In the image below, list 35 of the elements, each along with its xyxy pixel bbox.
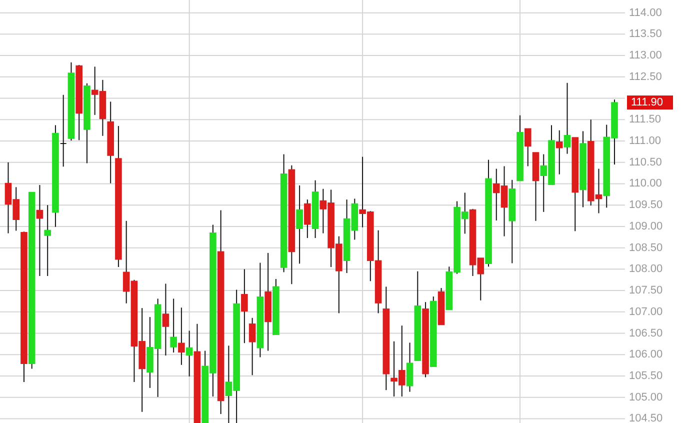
candlestick [36, 184, 44, 277]
y-tick-label: 113.00 [629, 50, 662, 62]
y-tick-label: 112.50 [629, 70, 662, 83]
candlestick [241, 268, 248, 344]
y-tick-label: 105.50 [629, 370, 663, 382]
y-tick-label: 108.00 [629, 263, 663, 276]
y-tick-label: 109.00 [629, 220, 663, 232]
y-tick-label: 105.00 [629, 391, 663, 404]
candlestick [406, 342, 414, 392]
y-tick-label: 106.00 [629, 348, 663, 361]
y-tick-label: 107.50 [629, 284, 663, 297]
y-tick-label: 113.50 [629, 28, 662, 40]
y-tick-label: 111.00 [629, 135, 662, 147]
y-tick-label: 111.50 [629, 114, 662, 126]
candlestick [186, 330, 193, 377]
y-tick-label: 110.50 [629, 156, 662, 168]
candlestick [248, 317, 256, 376]
y-tick-label: 107.00 [629, 306, 663, 318]
candlestick [178, 307, 185, 366]
candlestick [60, 94, 67, 168]
candlestick [524, 128, 532, 167]
candlestick [564, 82, 571, 154]
y-tick-label: 104.50 [629, 412, 663, 423]
candlestick [556, 130, 563, 175]
candlestick [296, 184, 303, 264]
y-tick-label: 114.00 [629, 6, 662, 19]
y-tick-label: 110.00 [629, 178, 662, 190]
text: 111.90 [631, 96, 664, 109]
y-tick-label: 109.50 [629, 199, 663, 212]
candlestick [304, 199, 311, 238]
y-tick-label: 106.50 [629, 327, 663, 340]
candlestick [162, 283, 170, 356]
candlestick [170, 298, 177, 353]
y-tick-label: 108.50 [629, 242, 663, 254]
candlestick [44, 204, 51, 277]
